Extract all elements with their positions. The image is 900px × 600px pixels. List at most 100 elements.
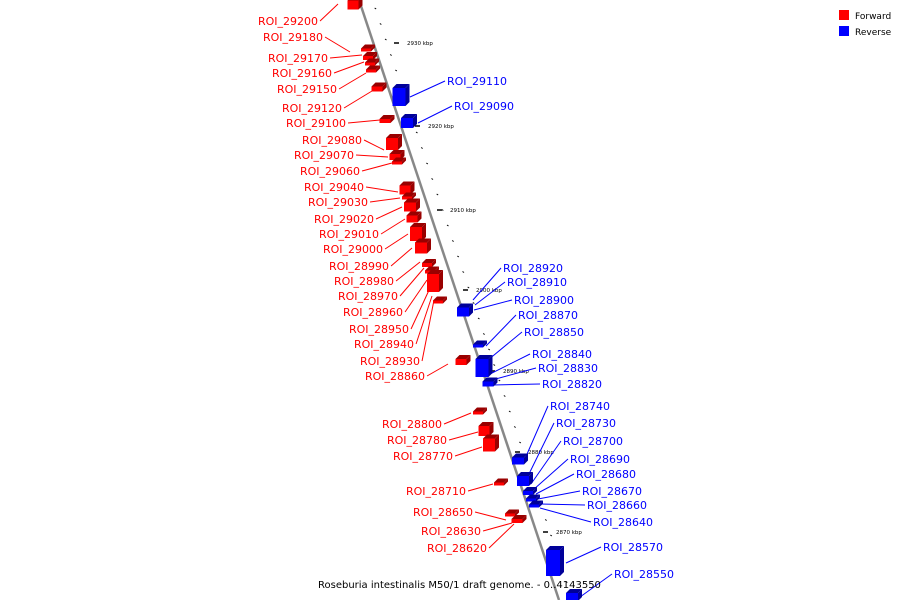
label-connector (410, 287, 431, 330)
reverse-gene-label[interactable]: ROI_28550 (614, 568, 674, 581)
gene-side-face (402, 157, 406, 165)
gene-side-face (412, 192, 416, 200)
reverse-gene-label[interactable]: ROI_29090 (454, 100, 514, 113)
gene-top-face (361, 44, 375, 49)
gene-top-face (517, 472, 533, 476)
forward-gene-label[interactable]: ROI_29080 (302, 134, 362, 147)
forward-gene-label[interactable]: ROI_28860 (365, 370, 425, 383)
label-connector (338, 72, 367, 90)
gene-side-face (410, 181, 415, 195)
reverse-gene-label[interactable]: ROI_28830 (538, 362, 598, 375)
gene-top-face (425, 266, 439, 271)
gene-top-face (529, 500, 543, 505)
label-connector (448, 431, 479, 441)
forward-gene-label[interactable]: ROI_28710 (406, 485, 466, 498)
forward-gene-label[interactable]: ROI_29000 (323, 243, 383, 256)
reverse-gene-label[interactable]: ROI_28740 (550, 400, 610, 413)
gene-top-face (512, 453, 528, 458)
gene-side-face (382, 82, 387, 92)
forward-gene-label[interactable]: ROI_29160 (272, 67, 332, 80)
forward-gene-label[interactable]: ROI_29180 (263, 31, 323, 44)
forward-gene-label[interactable]: ROI_29170 (268, 52, 328, 65)
forward-gene-label[interactable]: ROI_28990 (329, 260, 389, 273)
forward-gene-label[interactable]: ROI_28620 (427, 542, 487, 555)
minor-tick (457, 255, 460, 258)
gene-front-face (427, 274, 439, 292)
label-connector (399, 267, 425, 297)
reverse-gene-label[interactable]: ROI_28870 (518, 309, 578, 322)
gene-front-face (365, 62, 375, 66)
minor-tick (493, 364, 496, 366)
forward-gene-label[interactable]: ROI_29150 (277, 83, 337, 96)
gene-top-face (422, 259, 436, 263)
forward-gene-label[interactable]: ROI_28770 (393, 450, 453, 463)
reverse-gene-label[interactable]: ROI_28570 (603, 541, 663, 554)
gene-top-face (371, 82, 387, 87)
reverse-gene (392, 84, 410, 106)
gene-side-face (417, 211, 422, 223)
forward-gene-label[interactable]: ROI_28970 (338, 290, 398, 303)
reverse-gene-label[interactable]: ROI_28920 (503, 262, 563, 275)
forward-gene-label[interactable]: ROI_28980 (334, 275, 394, 288)
forward-gene-label[interactable]: ROI_28780 (387, 434, 447, 447)
forward-gene-label[interactable]: ROI_29030 (308, 196, 368, 209)
forward-gene-label[interactable]: ROI_28930 (360, 355, 420, 368)
gene-front-face (457, 307, 469, 317)
forward-gene (511, 515, 527, 523)
forward-gene-label[interactable]: ROI_28960 (343, 306, 403, 319)
reverse-gene-label[interactable]: ROI_28840 (532, 348, 592, 361)
gene-front-face (512, 457, 524, 465)
gene-labels[interactable]: ROI_29200 ROI_29180 ROI_29170 ROI_29160 ROI_… (258, 15, 674, 581)
forward-gene-label[interactable]: ROI_29200 (258, 15, 318, 28)
reverse-gene-label[interactable]: ROI_29110 (447, 75, 507, 88)
forward-gene-label[interactable]: ROI_29070 (294, 149, 354, 162)
reverse-gene-label[interactable]: ROI_28820 (542, 378, 602, 391)
reverse-gene-label[interactable]: ROI_28670 (582, 485, 642, 498)
reverse-gene (526, 494, 540, 502)
forward-gene (422, 259, 436, 267)
forward-gene-label[interactable]: ROI_28650 (413, 506, 473, 519)
reverse-gene-label[interactable]: ROI_28640 (593, 516, 653, 529)
reverse-gene-label[interactable]: ROI_28900 (514, 294, 574, 307)
label-connector (474, 511, 507, 521)
forward-gene-label[interactable]: ROI_29100 (286, 117, 346, 130)
gene-side-face (413, 114, 417, 128)
forward-gene (483, 434, 499, 452)
forward-gene-label[interactable]: ROI_29020 (314, 213, 374, 226)
gene-top-face (402, 192, 416, 197)
gene-top-face (399, 181, 415, 186)
gene-top-face (347, 0, 359, 1)
label-connector (348, 119, 381, 124)
gene-top-face (526, 494, 540, 499)
gene-top-face (546, 546, 564, 550)
reverse-gene-label[interactable]: ROI_28700 (563, 435, 623, 448)
gene-front-face (410, 227, 422, 241)
reverse-gene-label[interactable]: ROI_28660 (587, 499, 647, 512)
forward-gene (406, 211, 422, 223)
reverse-gene-label[interactable]: ROI_28910 (507, 276, 567, 289)
gene-top-face (455, 355, 471, 359)
forward-gene (399, 181, 415, 195)
gene-top-face (478, 422, 494, 426)
reverse-gene-label[interactable]: ROI_28690 (570, 453, 630, 466)
reverse-gene-label[interactable]: ROI_28850 (524, 326, 584, 339)
forward-gene-label[interactable]: ROI_29120 (282, 102, 342, 115)
gene-front-face (494, 482, 504, 486)
gene-top-face (379, 115, 395, 119)
forward-gene-label[interactable]: ROI_29040 (304, 181, 364, 194)
minor-tick (519, 441, 522, 444)
forward-gene-label[interactable]: ROI_28950 (349, 323, 409, 336)
label-connector (523, 405, 549, 462)
reverse-gene-label[interactable]: ROI_28680 (576, 468, 636, 481)
gene-top-face (483, 434, 499, 439)
reverse-gene-label[interactable]: ROI_28730 (556, 417, 616, 430)
forward-gene-label[interactable]: ROI_28800 (382, 418, 442, 431)
forward-gene-label[interactable]: ROI_29060 (300, 165, 360, 178)
forward-gene-label[interactable]: ROI_28940 (354, 338, 414, 351)
forward-gene-label[interactable]: ROI_29010 (319, 228, 379, 241)
forward-gene-label[interactable]: ROI_28630 (421, 525, 481, 538)
label-connector (539, 503, 586, 506)
label-connector (404, 279, 428, 313)
gene-top-face (386, 134, 402, 138)
kbp-scale-marks: 2930 kbp 2920 kbp 2910 kbp 2900 kbp 2890 kbp… (394, 41, 582, 536)
